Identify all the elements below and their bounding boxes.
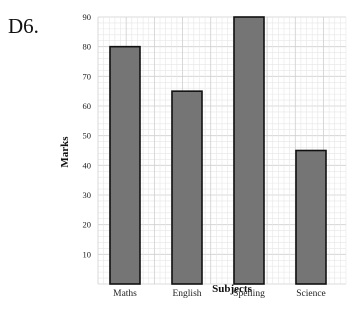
y-tick-label: 80 [83, 42, 92, 52]
x-axis-title: Subjects [212, 283, 252, 295]
x-category-label: Science [296, 289, 326, 299]
y-tick-label: 50 [83, 131, 92, 141]
bar-maths [109, 45, 141, 285]
y-axis-ticks: 10 20 30 40 50 60 70 80 90 [83, 12, 92, 259]
y-tick-label: 60 [83, 101, 92, 111]
x-category-label: Spelling [233, 289, 265, 299]
x-axis-categories: Maths English Spelling Science [113, 289, 326, 299]
y-tick-label: 10 [83, 249, 92, 259]
x-category-label: English [172, 289, 201, 299]
question-number: D6. [8, 14, 39, 38]
x-category-label: Maths [113, 289, 137, 299]
bar-english [171, 90, 203, 285]
bar-spelling [233, 16, 265, 285]
y-tick-label: 90 [83, 12, 92, 22]
y-tick-label: 20 [83, 220, 92, 230]
y-tick-label: 70 [83, 71, 92, 81]
chart-bars [109, 16, 327, 285]
y-axis-title: Marks [59, 136, 71, 168]
y-tick-label: 30 [83, 190, 92, 200]
bar-science [295, 149, 327, 285]
y-tick-label: 40 [83, 160, 92, 170]
